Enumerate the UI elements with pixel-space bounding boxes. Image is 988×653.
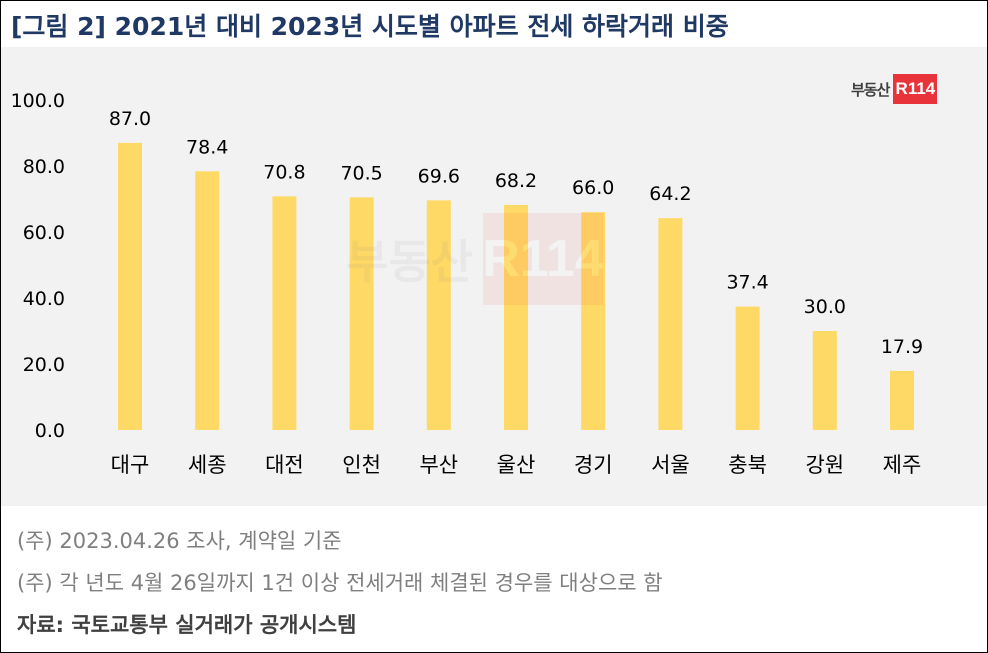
bar-부산 xyxy=(426,200,451,430)
logo-text: 부동산 xyxy=(851,80,890,99)
bar-제주 xyxy=(890,370,914,430)
y-tick-label: 0.0 xyxy=(35,420,65,442)
data-label: 78.4 xyxy=(186,136,228,158)
x-axis-labels: 대구 세종 대전 인천 부산 울산 경기 서울 충북 강원 제주 xyxy=(111,453,922,477)
bar-충북 xyxy=(735,306,760,430)
x-tick-label: 서울 xyxy=(651,453,690,477)
data-label: 17.9 xyxy=(881,336,923,358)
data-label: 64.2 xyxy=(649,183,691,205)
bar-chart: 0.0 20.0 40.0 60.0 80.0 100.0 87.0 78.4 70.8 70.… xyxy=(11,90,924,477)
x-tick-label: 대구 xyxy=(111,453,150,477)
bar-강원 xyxy=(812,331,837,430)
bar-세종 xyxy=(195,171,220,430)
data-labels: 87.0 78.4 70.8 70.5 69.6 68.2 66.0 64.2 37.4 30.0… xyxy=(109,108,923,358)
data-label: 87.0 xyxy=(109,108,151,130)
footnote-1: (주) 2023.04.26 조사, 계약일 기준 xyxy=(17,529,342,553)
bar-울산 xyxy=(504,204,528,430)
data-label: 37.4 xyxy=(726,272,768,294)
data-label: 69.6 xyxy=(418,165,460,187)
x-tick-label: 세종 xyxy=(188,453,227,477)
bar-서울 xyxy=(658,218,683,430)
data-label: 70.5 xyxy=(340,162,382,184)
source-line: 자료: 국토교통부 실거래가 공개시스템 xyxy=(17,613,357,637)
x-tick-label: 강원 xyxy=(805,453,844,477)
x-tick-label: 경기 xyxy=(574,453,613,477)
y-tick-label: 20.0 xyxy=(23,354,65,376)
x-tick-label: 충북 xyxy=(728,453,767,477)
logo-box: R114 xyxy=(893,74,938,104)
y-axis-ticks: 0.0 20.0 40.0 60.0 80.0 100.0 xyxy=(11,90,65,442)
footnote-2: (주) 각 년도 4월 26일까지 1건 이상 전세거래 체결된 경우를 대상으… xyxy=(17,571,663,595)
x-tick-label: 대전 xyxy=(265,453,304,477)
data-label: 68.2 xyxy=(495,170,537,192)
x-tick-label: 울산 xyxy=(497,453,536,477)
x-tick-label: 부산 xyxy=(419,453,458,477)
bar-경기 xyxy=(581,212,606,430)
data-label: 30.0 xyxy=(804,296,846,318)
x-tick-label: 인천 xyxy=(342,453,381,477)
bar-대전 xyxy=(272,196,297,430)
bar-인천 xyxy=(349,197,374,430)
y-tick-label: 40.0 xyxy=(23,288,65,310)
brand-logo: 부동산 R114 xyxy=(851,74,938,104)
bar-대구 xyxy=(118,142,142,430)
data-label: 66.0 xyxy=(572,177,614,199)
y-tick-label: 80.0 xyxy=(23,156,65,178)
figure-title: [그림 2] 2021년 대비 2023년 시도별 아파트 전세 하락거래 비중 xyxy=(11,12,729,41)
x-tick-label: 제주 xyxy=(883,453,922,477)
y-tick-label: 100.0 xyxy=(11,90,65,112)
data-label: 70.8 xyxy=(263,161,305,183)
bar-series xyxy=(118,142,914,430)
y-tick-label: 60.0 xyxy=(23,222,65,244)
